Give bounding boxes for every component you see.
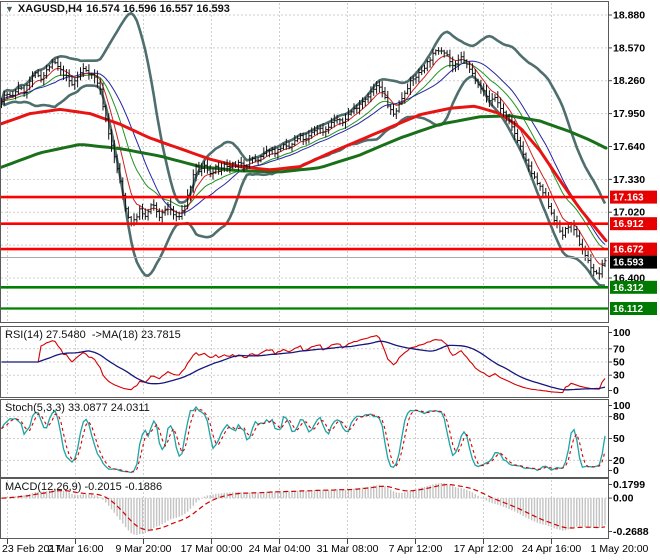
- svg-text:30: 30: [613, 370, 625, 382]
- stoch-panel-group: [0, 405, 606, 474]
- time-axis-label: 1 May 20:00: [591, 543, 649, 555]
- svg-text:-0.2688: -0.2688: [613, 526, 649, 538]
- time-axis-label: 17 Apr 12:00: [454, 543, 514, 555]
- price-level-tag: [610, 242, 657, 256]
- svg-text:17.950: 17.950: [613, 108, 645, 120]
- svg-text:100: 100: [613, 327, 631, 339]
- symbol-timeframe-label: XAGUSD,H4: [17, 3, 83, 15]
- svg-text:17.330: 17.330: [613, 174, 645, 186]
- price-level-tag: [610, 255, 657, 269]
- chart-title-bar: ▼ XAGUSD,H4 16.574 16.596 16.557 16.593: [5, 3, 230, 15]
- time-axis-label: 17 Mar 00:00: [181, 543, 243, 555]
- grid-lines: [1, 3, 608, 537]
- macd-indicator-label: MACD(12,26,9) -0.2015 -0.1886: [5, 481, 163, 493]
- svg-text:50: 50: [613, 357, 625, 369]
- svg-text:17.163: 17.163: [613, 193, 644, 204]
- svg-text:17.640: 17.640: [613, 141, 645, 153]
- rsi-line: [1, 335, 606, 394]
- svg-text:0: 0: [613, 385, 619, 397]
- rsi-indicator-label: RSI(14) 27.5480 ->MA(18) 23.7815: [5, 329, 181, 341]
- svg-text:0.1799: 0.1799: [613, 479, 645, 491]
- svg-text:16.912: 16.912: [613, 219, 644, 230]
- svg-text:17.020: 17.020: [613, 207, 645, 219]
- rsi-ma-line: [1, 340, 606, 391]
- svg-text:20: 20: [613, 455, 625, 467]
- time-axis-label: 24 Apr 16:00: [522, 543, 582, 555]
- support-resistance-lines: [1, 195, 608, 310]
- ma-fast-blue-line: [1, 60, 606, 245]
- ohlc-quote-label: 16.574 16.596 16.557 16.593: [86, 3, 230, 15]
- svg-text:16.312: 16.312: [613, 283, 644, 294]
- svg-text:18.570: 18.570: [613, 42, 645, 54]
- price-axis[interactable]: 18.880 18.570 18.260 17.950 17.640 17.330 17.0…: [608, 10, 658, 316]
- time-axis-label: 23 Feb 2017: [2, 543, 61, 555]
- time-axis-label: 2 Mar 16:00: [47, 543, 103, 555]
- bollinger-lower-band: [1, 75, 605, 287]
- svg-text:70: 70: [613, 343, 625, 355]
- time-axis-label: 9 Mar 20:00: [115, 543, 171, 555]
- ma-fast-red-line: [1, 55, 606, 265]
- stoch-d-line: [1, 408, 606, 473]
- symbol-dropdown-icon[interactable]: ▼: [5, 3, 14, 14]
- svg-text:0.00: 0.00: [613, 493, 634, 505]
- panel-borders: [0, 1, 609, 539]
- svg-text:100: 100: [613, 400, 631, 412]
- price-panel-group: [1, 11, 608, 287]
- macd-histogram: [3, 483, 606, 535]
- price-level-tag: [610, 280, 657, 294]
- time-axis-label: 7 Apr 12:00: [389, 543, 443, 555]
- svg-text:16.672: 16.672: [613, 245, 644, 256]
- ma-fast-green-line: [1, 62, 606, 250]
- time-axis-label: 24 Mar 04:00: [249, 543, 311, 555]
- svg-text:16.593: 16.593: [613, 258, 644, 269]
- stoch-indicator-label: Stoch(5,3,3) 33.0877 24.0311: [5, 402, 150, 414]
- svg-text:16.112: 16.112: [613, 304, 643, 315]
- price-level-tag: [610, 190, 657, 204]
- stoch-k-line: [0, 405, 606, 474]
- price-level-tag: [610, 217, 657, 231]
- bollinger-upper-band: [1, 11, 607, 205]
- svg-text:18.880: 18.880: [613, 10, 645, 22]
- svg-text:80: 80: [613, 411, 625, 423]
- time-axis-label: 31 Mar 08:00: [317, 543, 379, 555]
- svg-text:18.260: 18.260: [613, 75, 645, 87]
- price-bars: [1, 47, 607, 280]
- macd-panel-group: [1, 483, 608, 535]
- svg-text:0: 0: [613, 465, 619, 477]
- svg-text:50: 50: [613, 433, 625, 445]
- price-level-tag: [610, 302, 657, 315]
- macd-signal-line: [1, 484, 606, 531]
- ma-slow-red-line: [1, 104, 608, 243]
- rsi-panel-group: [1, 335, 606, 394]
